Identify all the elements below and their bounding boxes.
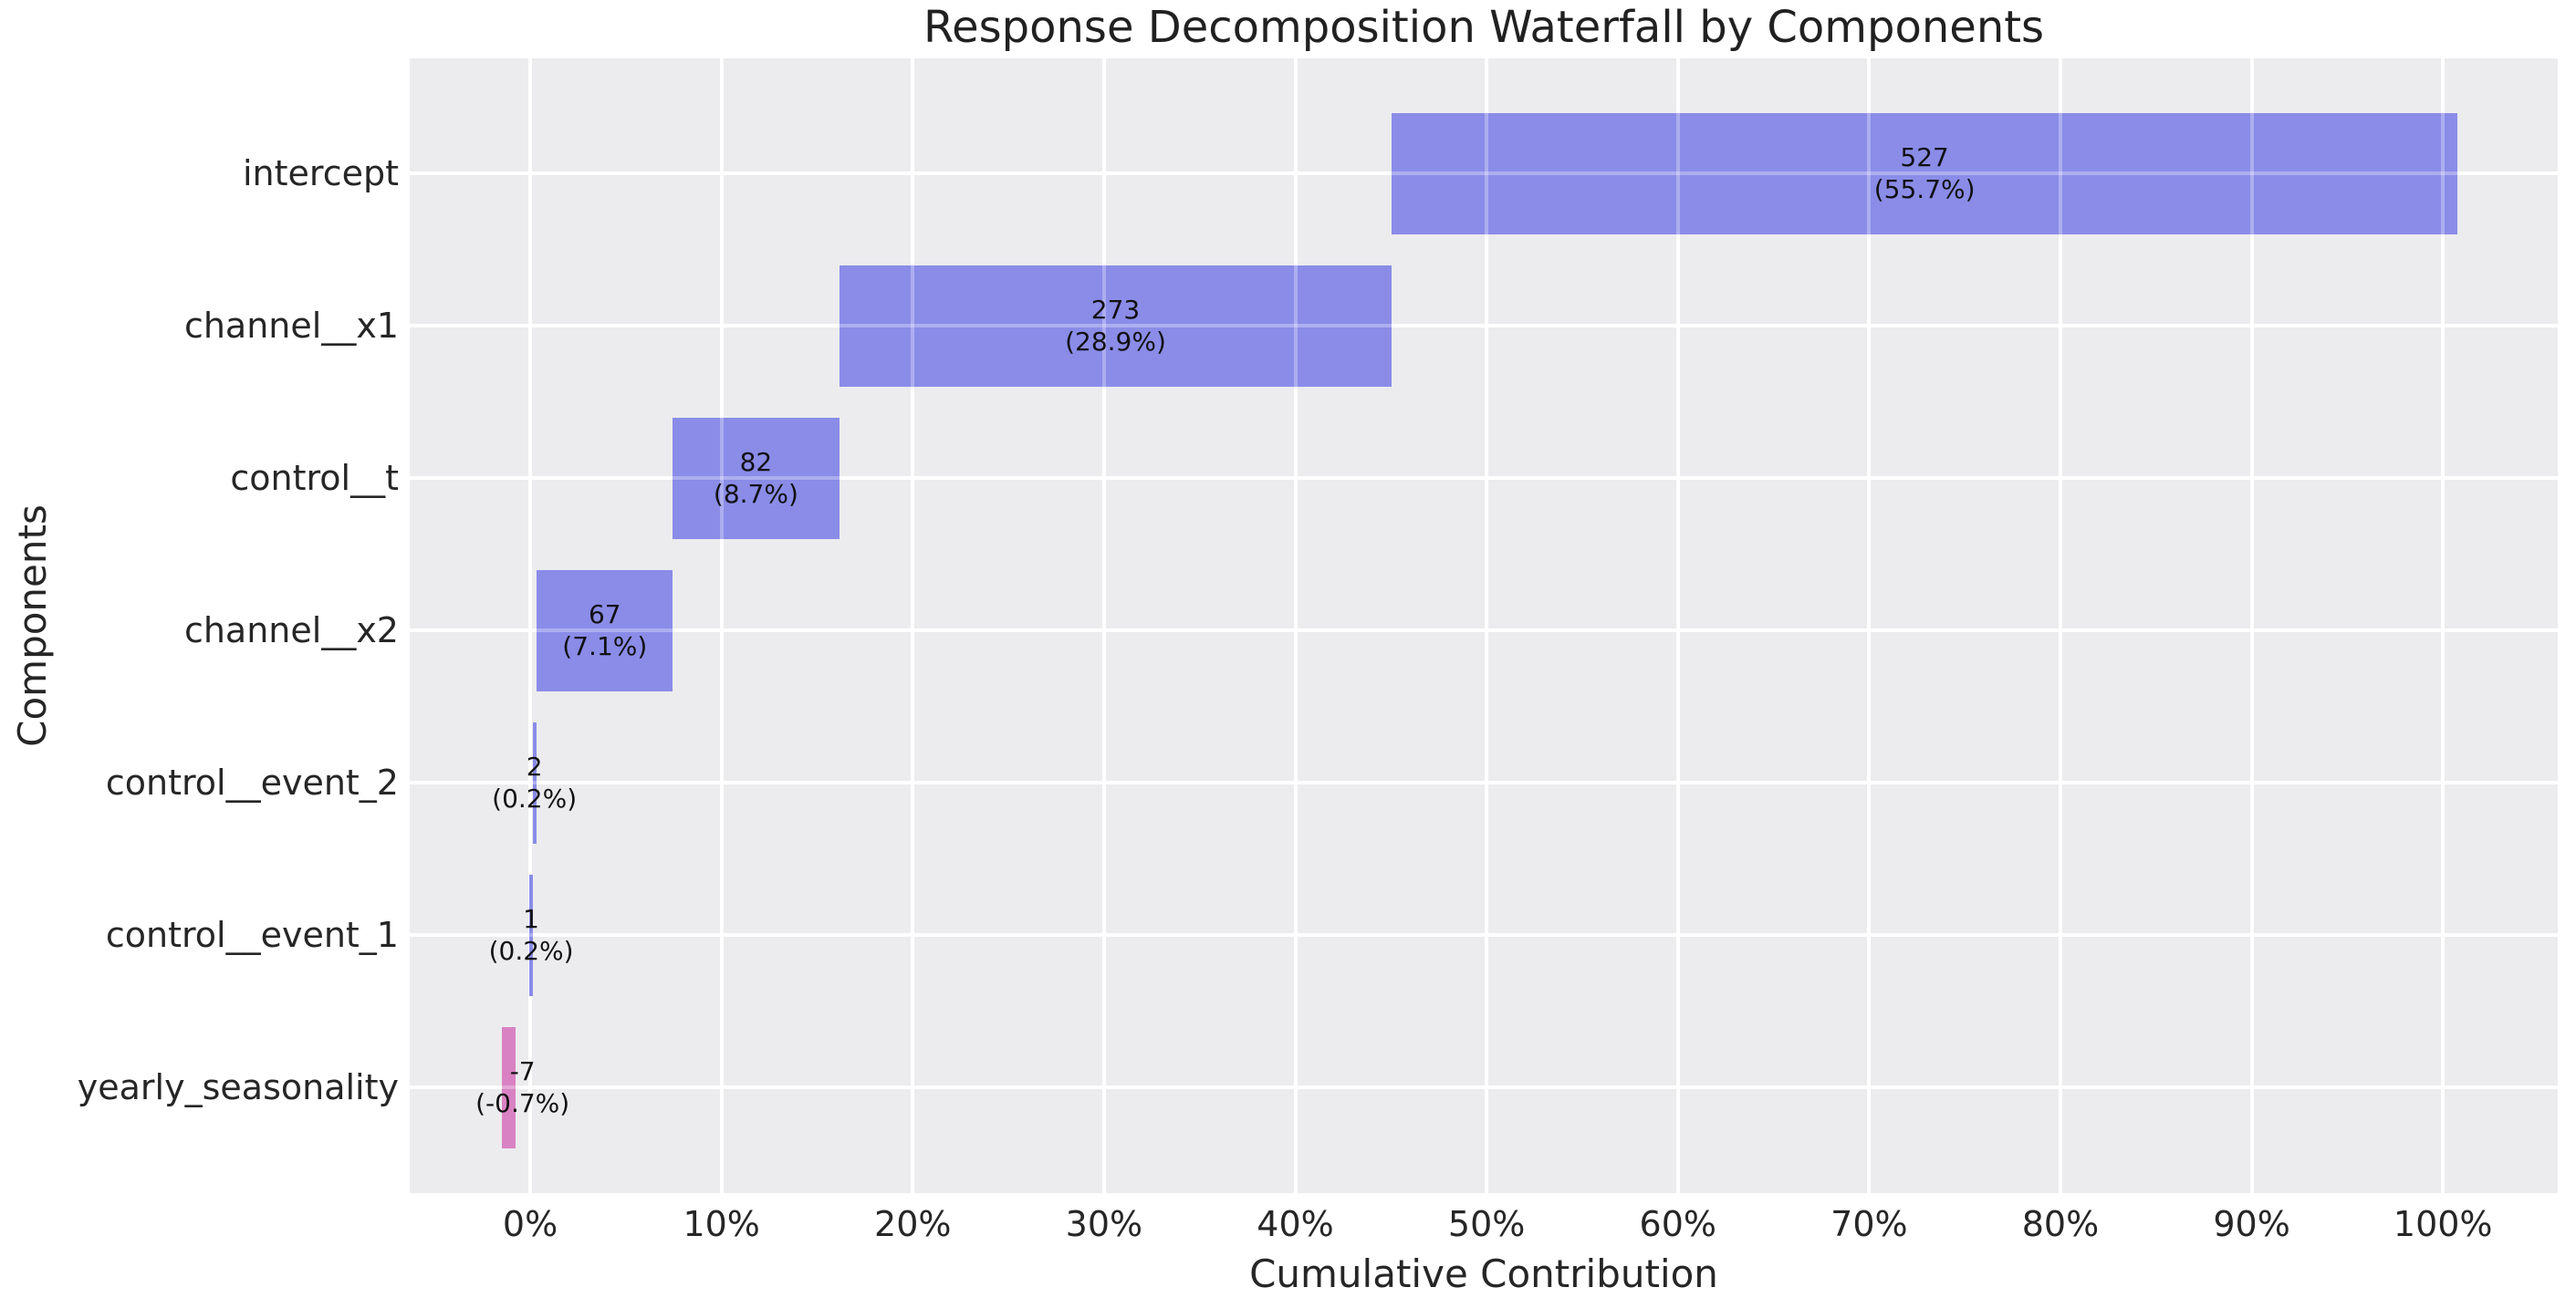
gridline-overlay-horizontal bbox=[1392, 171, 2457, 175]
gridline-vertical bbox=[528, 58, 533, 1193]
bar-label-percent: (-0.7%) bbox=[475, 1088, 570, 1118]
bar-label-value: 67 bbox=[588, 599, 621, 629]
bar-label-intercept: 527 (55.7%) bbox=[1874, 141, 1976, 205]
x-tick-label: 80% bbox=[2021, 1204, 2100, 1244]
x-tick-label: 40% bbox=[1257, 1204, 1334, 1244]
x-tick-label: 10% bbox=[683, 1204, 760, 1244]
bar-control__t bbox=[673, 417, 840, 539]
gridline-overlay-horizontal bbox=[537, 628, 673, 632]
gridline-overlay-vertical bbox=[1485, 112, 1489, 234]
gridline-vertical bbox=[911, 58, 915, 1193]
x-tick-label: 100% bbox=[2393, 1204, 2493, 1244]
bar-label-channel__x1: 273 (28.9%) bbox=[1065, 294, 1166, 358]
gridline-vertical bbox=[1485, 58, 1489, 1193]
gridline-horizontal bbox=[410, 1085, 2558, 1089]
plot-area: 527 (55.7%) 273 (28.9%) 82 (8.7%) 67 (7.1%) 2 (0.… bbox=[410, 58, 2558, 1193]
bar-label-control__event_1: 1 (0.2%) bbox=[489, 903, 574, 967]
bar-label-value: 527 bbox=[1900, 142, 1949, 172]
bar-label-value: 1 bbox=[523, 904, 540, 934]
gridline-vertical bbox=[2249, 58, 2254, 1193]
gridline-overlay-horizontal bbox=[529, 933, 534, 937]
x-tick-label: 60% bbox=[1639, 1204, 1716, 1244]
x-axis-label: Cumulative Contribution bbox=[1249, 1251, 1718, 1296]
bar-label-percent: (8.7%) bbox=[713, 479, 798, 509]
bar-control__event_1 bbox=[529, 874, 534, 996]
y-tick-label: channel__x2 bbox=[183, 610, 399, 650]
y-tick-label: control__event_1 bbox=[105, 915, 399, 955]
y-tick-label: control__t bbox=[230, 458, 399, 498]
bar-label-percent: (7.1%) bbox=[562, 631, 648, 661]
bar-yearly_seasonality bbox=[502, 1026, 516, 1148]
gridline-overlay-vertical bbox=[2249, 112, 2254, 234]
gridline-overlay-vertical bbox=[1867, 112, 1872, 234]
bar-label-percent: (0.2%) bbox=[492, 784, 578, 814]
gridline-overlay-horizontal bbox=[502, 1085, 516, 1089]
bar-label-value: 273 bbox=[1090, 295, 1141, 325]
gridline-vertical bbox=[1293, 58, 1298, 1193]
chart-title: Response Decomposition Waterfall by Comp… bbox=[923, 2, 2045, 53]
bar-label-value: 82 bbox=[739, 447, 773, 477]
x-tick-label: 0% bbox=[502, 1204, 558, 1244]
gridline-horizontal bbox=[410, 324, 2558, 327]
gridline-vertical bbox=[1101, 58, 1106, 1193]
gridline-overlay-vertical bbox=[719, 417, 724, 539]
bar-label-control__t: 82 (8.7%) bbox=[714, 446, 798, 510]
gridline-overlay-vertical bbox=[911, 265, 915, 387]
bar-channel__x1 bbox=[839, 265, 1392, 387]
gridline-overlay-vertical bbox=[2058, 112, 2062, 234]
y-tick-label: intercept bbox=[243, 153, 399, 193]
x-tick-label: 30% bbox=[1065, 1204, 1143, 1244]
bar-label-value: -7 bbox=[509, 1056, 536, 1086]
gridline-overlay-vertical bbox=[1101, 265, 1106, 387]
gridline-overlay-horizontal bbox=[673, 476, 840, 480]
bar-label-percent: (0.2%) bbox=[488, 936, 574, 966]
y-tick-label: channel__x1 bbox=[183, 306, 399, 346]
bar-intercept bbox=[1392, 112, 2457, 234]
bar-label-yearly_seasonality: -7 (-0.7%) bbox=[475, 1055, 569, 1119]
bar-channel__x2 bbox=[537, 569, 673, 691]
gridline-horizontal bbox=[410, 933, 2558, 937]
gridline-vertical bbox=[1867, 58, 1872, 1193]
x-tick-label: 70% bbox=[1830, 1204, 1908, 1244]
gridline-overlay-vertical bbox=[1293, 265, 1298, 387]
gridline-overlay-horizontal bbox=[839, 324, 1392, 327]
bar-label-percent: (28.9%) bbox=[1065, 327, 1166, 357]
gridline-vertical bbox=[1675, 58, 1680, 1193]
gridline-overlay-horizontal bbox=[532, 781, 537, 784]
gridline-overlay-vertical bbox=[2441, 112, 2446, 234]
gridline-horizontal bbox=[410, 476, 2558, 480]
gridline-vertical bbox=[719, 58, 724, 1193]
bar-label-channel__x2: 67 (7.1%) bbox=[562, 598, 647, 662]
x-tick-label: 50% bbox=[1447, 1204, 1526, 1244]
gridline-vertical bbox=[2441, 58, 2446, 1193]
gridline-horizontal bbox=[410, 628, 2558, 632]
bar-control__event_2 bbox=[532, 722, 537, 844]
gridline-vertical bbox=[2058, 58, 2062, 1193]
bar-label-percent: (55.7%) bbox=[1873, 174, 1976, 204]
bar-label-control__event_2: 2 (0.2%) bbox=[492, 751, 577, 815]
x-tick-label: 90% bbox=[2213, 1204, 2290, 1244]
y-tick-label: control__event_2 bbox=[105, 763, 399, 803]
x-tick-label: 20% bbox=[874, 1204, 952, 1244]
gridline-overlay-vertical bbox=[1675, 112, 1680, 234]
y-tick-label: yearly_seasonality bbox=[77, 1067, 399, 1107]
gridline-horizontal bbox=[410, 781, 2558, 784]
bar-label-value: 2 bbox=[526, 752, 543, 782]
